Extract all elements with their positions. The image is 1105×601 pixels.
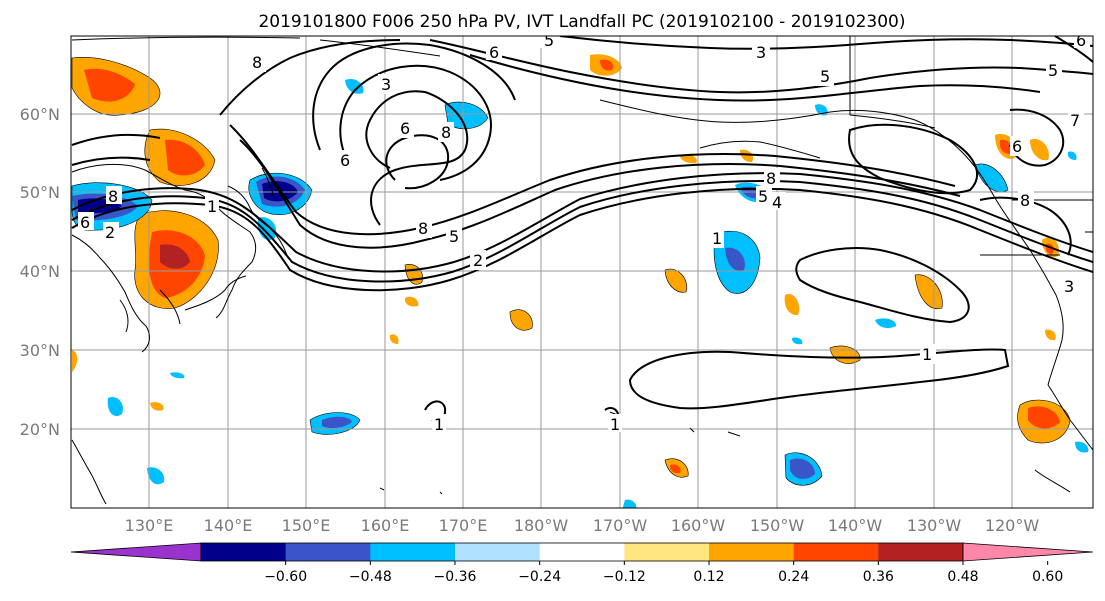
colorbar-segment [709, 543, 795, 561]
contour-label: 6 [489, 43, 499, 62]
colorbar-tick-label: −0.36 [434, 569, 477, 585]
colorbar-tick-label: −0.24 [518, 569, 561, 585]
contour-label: 4 [772, 193, 782, 212]
colorbar-segment [624, 543, 710, 561]
map-frame [70, 35, 1094, 509]
contour-label: 3 [381, 75, 391, 94]
lon-label: 170°E [439, 516, 488, 535]
lon-label: 180°W [514, 516, 569, 535]
contour-label: 5 [544, 31, 554, 50]
contour-label: 7 [1070, 111, 1080, 130]
colorbar-segment [539, 543, 625, 561]
lon-label: 150°W [750, 516, 805, 535]
colorbar-segment [793, 543, 879, 561]
contour-label: 8 [252, 53, 262, 72]
longitude-labels: 130°E 140°E 150°E 160°E 170°E 180°W 170°… [125, 516, 1040, 535]
lat-label: 30°N [20, 341, 60, 360]
contour-label: 1 [610, 415, 620, 434]
colorbar-segment [878, 543, 964, 561]
contour-label: 8 [766, 169, 776, 188]
lat-label: 40°N [20, 262, 60, 281]
latitude-labels: 60°N 50°N 40°N 30°N 20°N [20, 105, 60, 439]
map-layers: 8 3 6 5 3 5 6 8 6 8 5 2 1 8 [71, 31, 1093, 508]
lon-label: 140°W [828, 516, 883, 535]
contour-label: 2 [105, 223, 115, 242]
contour-label: 5 [449, 227, 459, 246]
lon-label: 170°W [593, 516, 648, 535]
contour-label: 6 [1012, 137, 1022, 156]
colorbar-tick-label: 0.12 [693, 569, 724, 585]
contour-label: 5 [758, 187, 768, 206]
colorbar-outline [200, 542, 964, 562]
lon-label: 130°W [907, 516, 962, 535]
colorbar-segment [201, 543, 287, 561]
colorbar-tick-label: 0.48 [947, 569, 978, 585]
contour-label: 6 [80, 213, 90, 232]
figure-title: 2019101800 F006 250 hPa PV, IVT Landfall… [258, 12, 905, 32]
contour-label-group: 8 3 6 5 3 5 6 8 6 8 5 2 1 8 [78, 31, 1090, 434]
contour-label: 1 [712, 229, 722, 248]
lon-label: 120°W [985, 516, 1040, 535]
contour-label: 1 [434, 415, 444, 434]
contour-label: 6 [1076, 31, 1086, 50]
lon-label: 160°W [671, 516, 726, 535]
contour-label: 1 [207, 197, 217, 216]
pv-contours [71, 36, 1093, 423]
colorbar-extend-low [70, 542, 202, 562]
lon-label: 150°E [282, 516, 331, 535]
colorbar-segment [455, 543, 541, 561]
lat-label: 60°N [20, 105, 60, 124]
contour-label: 5 [820, 67, 830, 86]
colorbar-tick-label: 0.60 [1032, 569, 1063, 585]
colorbar-tick-label: 0.36 [863, 569, 894, 585]
colorbar-segment [370, 543, 456, 561]
contour-label: 3 [1064, 277, 1074, 296]
contour-label: 3 [756, 43, 766, 62]
lon-label: 130°E [125, 516, 174, 535]
lon-label: 140°E [204, 516, 253, 535]
map-background [71, 36, 1093, 508]
contour-label: 8 [1020, 191, 1030, 210]
contour-label: 6 [340, 151, 350, 170]
contour-label: 8 [418, 219, 428, 238]
colorbar-segment [285, 543, 371, 561]
colorbar-extend-high [962, 542, 1094, 562]
contour-label: 2 [473, 251, 483, 270]
colorbar-tick-label: −0.12 [603, 569, 646, 585]
contour-label: 1 [922, 345, 932, 364]
lon-label: 160°E [361, 516, 410, 535]
contour-label: 5 [1048, 61, 1058, 80]
colorbar-tick-label: −0.48 [349, 569, 392, 585]
contour-label: 8 [441, 123, 451, 142]
contour-label: 6 [400, 119, 410, 138]
lat-label: 20°N [20, 420, 60, 439]
colorbar: −0.60 −0.48 −0.36 −0.24 −0.12 0.12 0.24 0.36 0.4… [70, 542, 1094, 585]
lat-label: 50°N [20, 183, 60, 202]
colorbar-tick-label: −0.60 [264, 569, 307, 585]
contour-label: 8 [108, 187, 118, 206]
colorbar-tick-label: 0.24 [778, 569, 809, 585]
